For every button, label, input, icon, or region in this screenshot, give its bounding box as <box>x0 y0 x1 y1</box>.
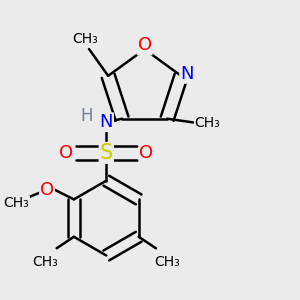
Text: O: O <box>140 144 154 162</box>
Text: H: H <box>81 107 93 125</box>
Text: CH₃: CH₃ <box>154 255 180 269</box>
Text: CH₃: CH₃ <box>195 116 220 130</box>
Text: O: O <box>138 37 152 55</box>
Text: CH₃: CH₃ <box>32 255 58 269</box>
Text: CH₃: CH₃ <box>4 196 29 210</box>
Text: N: N <box>180 65 194 83</box>
Text: N: N <box>100 113 113 131</box>
Text: CH₃: CH₃ <box>72 32 98 46</box>
Text: O: O <box>59 144 73 162</box>
Text: O: O <box>40 181 54 199</box>
Text: S: S <box>100 143 113 163</box>
